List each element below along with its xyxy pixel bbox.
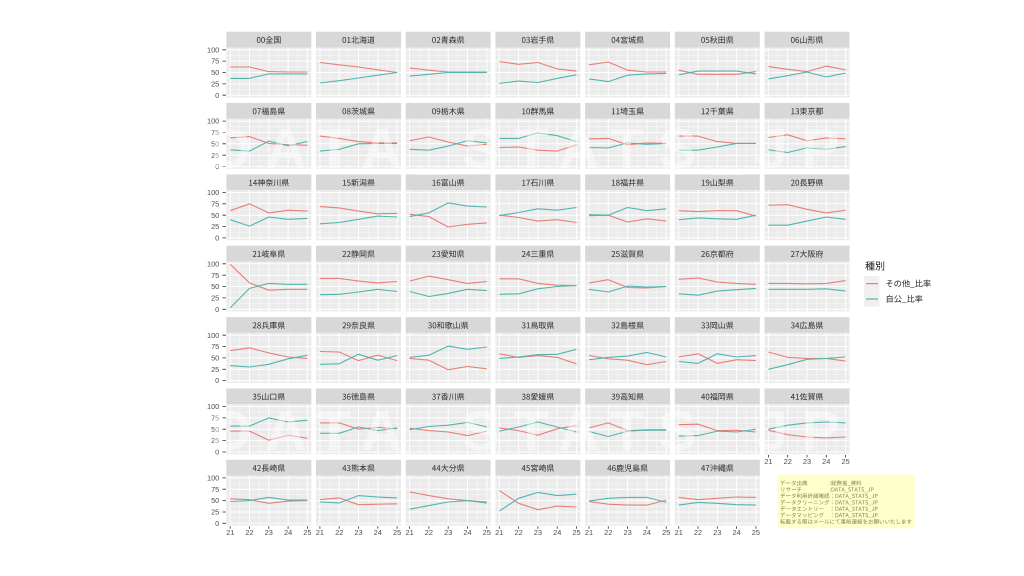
svg-text:0: 0 [215,519,219,528]
svg-text:23: 23 [803,457,811,466]
svg-text:25: 25 [211,436,219,445]
svg-text:25: 25 [841,457,849,466]
svg-text:22: 22 [335,528,343,537]
svg-text:21: 21 [495,528,503,537]
svg-text:25: 25 [662,528,670,537]
svg-text:25: 25 [211,508,219,517]
svg-text:23: 23 [713,528,721,537]
svg-text:22: 22 [514,528,522,537]
svg-text:24: 24 [732,528,740,537]
svg-text:22: 22 [784,457,792,466]
svg-text:100: 100 [207,259,219,268]
svg-text:21: 21 [585,528,593,537]
svg-text:100: 100 [207,188,219,197]
svg-text:50: 50 [211,282,219,291]
svg-text:21: 21 [316,528,324,537]
svg-text:75: 75 [211,199,219,208]
svg-text:23: 23 [354,528,362,537]
svg-text:23: 23 [265,528,273,537]
svg-text:25: 25 [483,528,491,537]
svg-text:50: 50 [211,68,219,77]
svg-text:100: 100 [207,402,219,411]
svg-text:75: 75 [211,57,219,66]
svg-text:75: 75 [211,271,219,280]
svg-text:0: 0 [215,376,219,385]
svg-text:24: 24 [822,457,830,466]
svg-text:25: 25 [752,528,760,537]
svg-text:22: 22 [425,528,433,537]
svg-text:0: 0 [215,448,219,457]
svg-text:25: 25 [393,528,401,537]
svg-text:75: 75 [211,414,219,423]
svg-text:21: 21 [764,457,772,466]
svg-text:25: 25 [303,528,311,537]
svg-text:24: 24 [463,528,471,537]
svg-text:24: 24 [553,528,561,537]
svg-text:21: 21 [226,528,234,537]
svg-text:75: 75 [211,128,219,137]
svg-text:25: 25 [211,222,219,231]
svg-text:50: 50 [211,496,219,505]
svg-text:0: 0 [215,234,219,243]
svg-text:22: 22 [245,528,253,537]
svg-text:50: 50 [211,139,219,148]
svg-text:50: 50 [211,211,219,220]
svg-text:75: 75 [211,485,219,494]
svg-text:24: 24 [374,528,382,537]
svg-text:100: 100 [207,474,219,483]
svg-text:25: 25 [572,528,580,537]
svg-text:24: 24 [284,528,292,537]
svg-text:22: 22 [694,528,702,537]
svg-text:25: 25 [211,365,219,374]
svg-text:25: 25 [211,294,219,303]
svg-text:©DATA_STATS_JP: ©DATA_STATS_JP [154,117,853,181]
svg-text:©DATA_STATS_JP: ©DATA_STATS_JP [154,399,853,463]
svg-text:75: 75 [211,342,219,351]
svg-text:23: 23 [444,528,452,537]
svg-text:0: 0 [215,162,219,171]
svg-text:50: 50 [211,354,219,363]
svg-text:25: 25 [211,80,219,89]
svg-text:0: 0 [215,91,219,100]
svg-text:23: 23 [623,528,631,537]
svg-text:25: 25 [211,151,219,160]
svg-text:100: 100 [207,331,219,340]
svg-text:24: 24 [643,528,651,537]
svg-text:21: 21 [405,528,413,537]
svg-text:100: 100 [207,117,219,126]
svg-text:0: 0 [215,305,219,314]
svg-text:21: 21 [675,528,683,537]
svg-text:22: 22 [604,528,612,537]
svg-text:23: 23 [534,528,542,537]
svg-text:50: 50 [211,425,219,434]
svg-text:100: 100 [207,45,219,54]
